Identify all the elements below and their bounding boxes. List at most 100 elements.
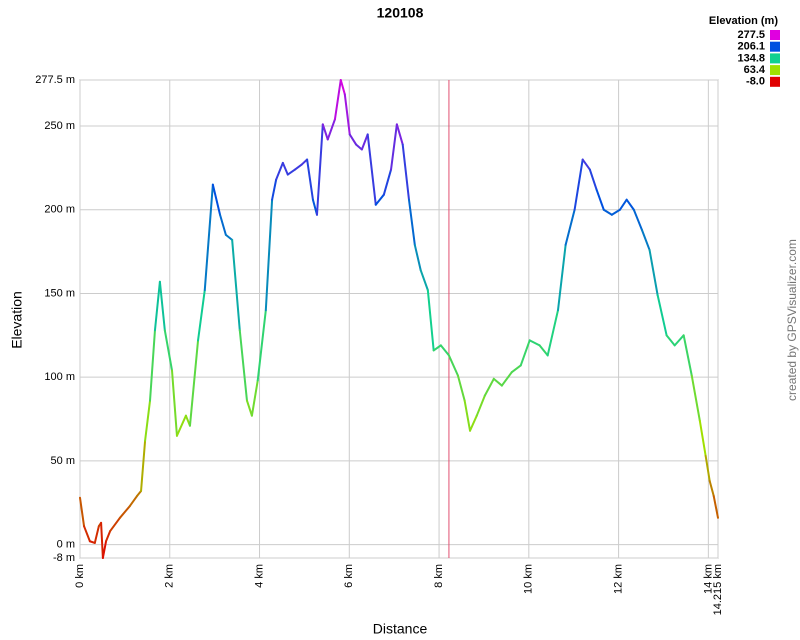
elevation-segment: [475, 394, 486, 417]
elevation-segment: [618, 198, 628, 211]
elevation-segment: [588, 168, 598, 191]
elevation-segment: [271, 178, 278, 201]
elevation-segment: [366, 133, 377, 206]
elevation-segment: [348, 133, 358, 146]
elevation-segment: [93, 525, 100, 544]
elevation-segment: [528, 339, 541, 347]
elevation-segment: [144, 399, 152, 442]
x-tick-label: 12 km: [612, 564, 624, 594]
elevation-segment: [439, 344, 450, 357]
elevation-segment: [419, 269, 429, 292]
elevation-segment: [293, 163, 303, 171]
x-tick-label: 0 km: [74, 564, 86, 588]
y-tick-label: 150 m: [44, 287, 75, 299]
elevation-segment: [355, 143, 363, 151]
credit: created by GPSVisualizer.com: [785, 239, 799, 401]
elevation-segment: [573, 158, 584, 211]
elevation-segment: [682, 334, 693, 377]
plot-area: [79, 79, 719, 559]
legend-swatch: [770, 76, 780, 87]
x-tick-label: 4 km: [253, 564, 265, 588]
elevation-segment: [250, 379, 259, 417]
elevation-segment: [219, 213, 227, 236]
elevation-segment: [648, 248, 659, 297]
elevation-segment: [632, 208, 643, 231]
y-tick-label: 277.5 m: [35, 74, 75, 86]
elevation-segment: [306, 158, 314, 201]
y-tick-label: 200 m: [44, 204, 75, 216]
elevation-segment: [109, 516, 121, 533]
x-tick-label: 2 km: [164, 564, 176, 588]
elevation-segment: [595, 188, 605, 211]
elevation-segment: [79, 496, 86, 528]
elevation-segment: [463, 399, 472, 432]
elevation-segment: [432, 344, 442, 352]
legend-swatch: [770, 53, 780, 64]
elevation-segment: [708, 479, 715, 498]
elevation-segment: [275, 161, 284, 181]
elevation-segment: [382, 168, 393, 196]
elevation-segment: [360, 133, 369, 151]
elevation-segment: [447, 354, 459, 377]
elevation-segment: [118, 505, 131, 519]
elevation-segment: [153, 280, 161, 332]
elevation-segment: [326, 118, 336, 141]
x-tick-label: 10 km: [523, 564, 535, 594]
elevation-segment: [264, 198, 274, 312]
y-tick-label: 0 m: [57, 539, 75, 551]
elevation-segment: [426, 289, 435, 352]
elevation-segment: [238, 329, 248, 402]
elevation-segment: [136, 490, 143, 498]
elevation-segment: [510, 364, 522, 374]
x-tick-label: 14.215 km: [712, 564, 724, 615]
elevation-segment: [673, 334, 685, 347]
elevation-segment: [395, 123, 404, 146]
elevation-segment: [401, 143, 410, 201]
elevation-segment: [105, 530, 112, 543]
elevation-segment: [390, 123, 398, 171]
legend-title: Elevation (m): [709, 15, 778, 27]
legend-label: -8.0: [746, 76, 765, 88]
elevation-segment: [149, 329, 156, 402]
elevation-segment: [519, 339, 531, 367]
elevation-segment: [175, 414, 187, 437]
elevation-segment: [333, 79, 342, 121]
elevation-segment: [610, 208, 621, 216]
elevation-segment: [245, 399, 253, 417]
elevation-segment: [665, 334, 676, 347]
chart-title: 120108: [377, 5, 424, 21]
elevation-segment: [231, 238, 241, 332]
elevation-segment: [712, 495, 719, 519]
elevation-segment: [203, 183, 214, 292]
legend-label: 134.8: [737, 52, 765, 64]
elevation-segment: [581, 158, 591, 171]
elevation-segment: [413, 243, 422, 272]
elevation-segment: [564, 208, 576, 246]
legend-swatch: [770, 65, 780, 76]
elevation-segment: [625, 198, 635, 211]
elevation-segment: [315, 123, 324, 216]
elevation-segment: [211, 183, 222, 216]
elevation-segment: [469, 414, 478, 432]
elevation-segment: [300, 158, 309, 166]
elevation-segment: [128, 495, 139, 508]
elevation-segment: [188, 339, 200, 427]
y-axis-title: Elevation: [9, 291, 25, 349]
y-tick-label: -8 m: [53, 552, 75, 564]
y-tick-label: 50 m: [51, 455, 75, 467]
elevation-segment: [374, 193, 385, 206]
elevation-segment: [140, 439, 147, 493]
elevation-segment: [286, 168, 296, 176]
x-axis-title: Distance: [373, 621, 428, 637]
elevation-segment: [556, 243, 567, 312]
elevation-segment: [456, 374, 466, 402]
legend-label: 277.5: [737, 29, 765, 41]
elevation-segment: [158, 280, 166, 332]
y-tick-label: 100 m: [44, 371, 75, 383]
legend-swatch: [770, 30, 780, 40]
elevation-segment: [101, 540, 108, 559]
elevation-segment: [538, 344, 549, 357]
elevation-segment: [483, 377, 495, 397]
elevation-segment: [163, 329, 174, 372]
